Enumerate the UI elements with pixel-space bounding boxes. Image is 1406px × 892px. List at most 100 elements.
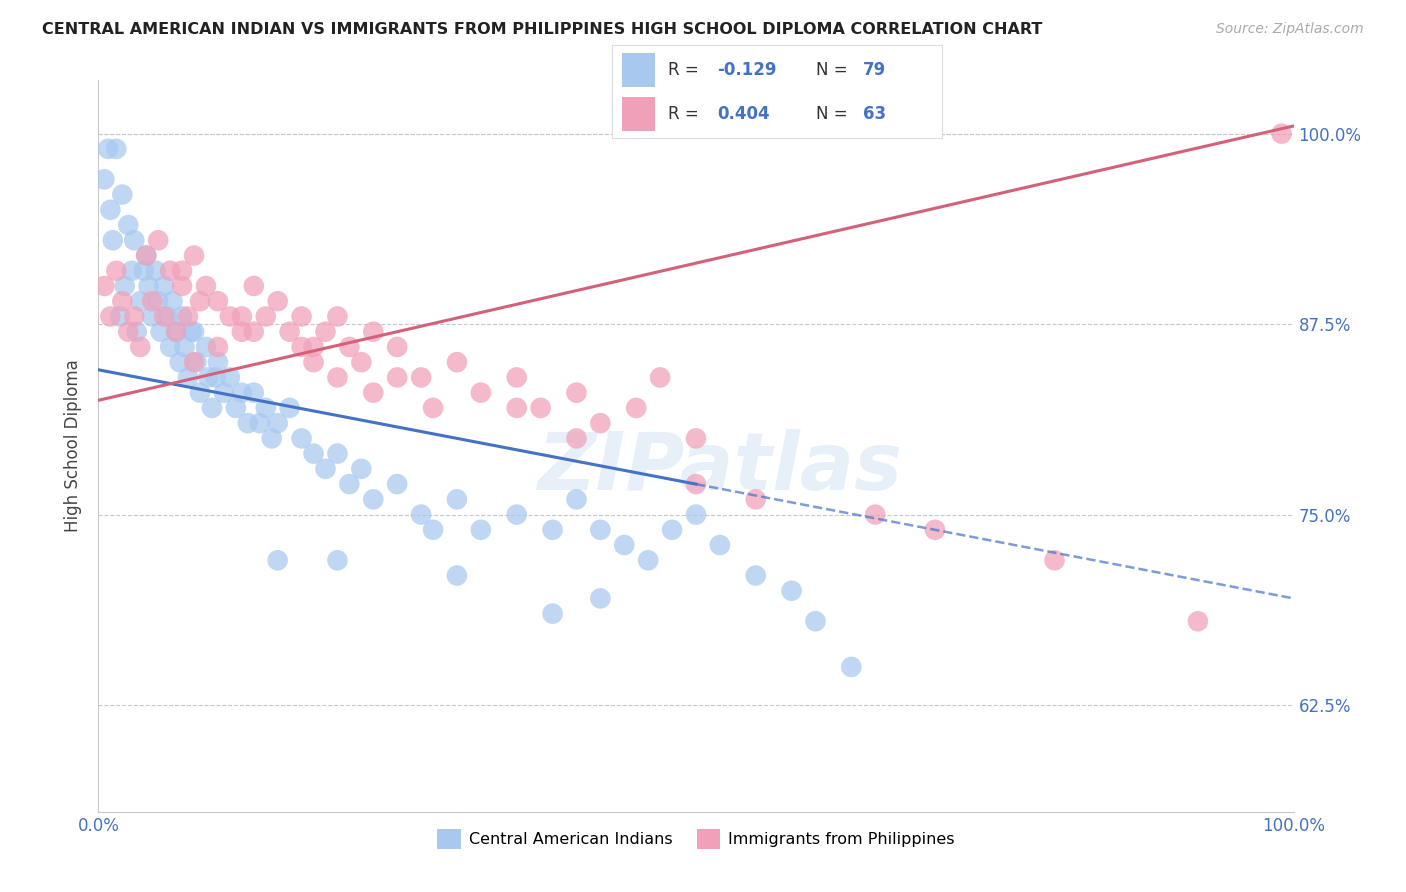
Point (197, 370, 219, 384)
Point (302, 355, 325, 369)
Point (648, 370, 672, 384)
Point (172, 279, 194, 293)
Text: Source: ZipAtlas.com: Source: ZipAtlas.com (1216, 22, 1364, 37)
Point (135, 248, 157, 262)
Point (101, 233, 124, 247)
Point (267, 416, 290, 430)
Point (506, 508, 529, 522)
Point (121, 264, 143, 278)
Point (183, 248, 205, 262)
Point (422, 401, 444, 415)
Y-axis label: High School Diploma: High School Diploma (65, 359, 83, 533)
Point (446, 492, 468, 507)
Point (541, 607, 564, 621)
Point (117, 325, 139, 339)
Point (177, 310, 200, 324)
Point (231, 310, 253, 324)
Point (385, 477, 409, 491)
Point (173, 340, 195, 354)
Point (117, 218, 139, 232)
Point (326, 370, 349, 384)
Point (162, 294, 184, 309)
Point (225, 401, 247, 415)
Point (1187, 614, 1209, 628)
Point (97, 142, 120, 156)
Point (93, 279, 115, 293)
Point (865, 508, 887, 522)
Point (180, 325, 202, 339)
Point (530, 401, 553, 415)
Point (565, 431, 588, 445)
Point (339, 477, 361, 491)
Point (183, 325, 205, 339)
Point (661, 523, 683, 537)
Point (470, 523, 492, 537)
Point (541, 523, 564, 537)
Point (278, 325, 301, 339)
Point (709, 538, 731, 552)
Point (219, 310, 242, 324)
Point (446, 568, 468, 582)
Point (111, 294, 134, 309)
Point (291, 310, 314, 324)
Point (124, 310, 146, 324)
Point (589, 416, 612, 430)
Point (302, 340, 325, 354)
Point (149, 325, 172, 339)
Point (470, 385, 492, 400)
Text: N =: N = (817, 105, 848, 123)
Point (385, 340, 409, 354)
Point (745, 492, 768, 507)
Point (565, 385, 588, 400)
Point (267, 294, 290, 309)
Point (363, 385, 385, 400)
Point (446, 355, 468, 369)
Point (339, 340, 361, 354)
Point (589, 523, 612, 537)
Text: 63: 63 (863, 105, 886, 123)
Point (129, 340, 152, 354)
Point (637, 553, 659, 567)
Point (98, 310, 122, 324)
Point (243, 279, 266, 293)
Point (350, 462, 373, 476)
Point (183, 355, 205, 369)
Point (589, 591, 612, 606)
Point (169, 355, 191, 369)
Point (153, 279, 176, 293)
Point (141, 294, 163, 309)
Point (105, 142, 128, 156)
Point (613, 538, 636, 552)
Point (98, 202, 122, 217)
Point (172, 264, 194, 278)
Legend: Central American Indians, Immigrants from Philippines: Central American Indians, Immigrants fro… (430, 822, 962, 855)
Point (204, 370, 226, 384)
Point (124, 233, 146, 247)
Text: 0.404: 0.404 (717, 105, 770, 123)
Point (129, 294, 152, 309)
Point (125, 325, 148, 339)
Point (363, 492, 385, 507)
Point (363, 325, 385, 339)
Point (685, 431, 707, 445)
Point (841, 660, 863, 674)
Text: -0.129: -0.129 (717, 61, 778, 78)
Point (188, 294, 211, 309)
Point (315, 325, 337, 339)
Point (195, 279, 218, 293)
Point (188, 385, 211, 400)
Point (506, 401, 529, 415)
Point (148, 294, 170, 309)
Point (231, 325, 253, 339)
Text: ZIPatlas: ZIPatlas (537, 429, 903, 507)
Point (685, 477, 707, 491)
Point (260, 431, 283, 445)
Point (315, 462, 337, 476)
Point (685, 508, 707, 522)
Point (411, 508, 433, 522)
Point (153, 310, 176, 324)
Point (243, 385, 266, 400)
Point (506, 370, 529, 384)
Point (302, 447, 325, 461)
Text: 79: 79 (863, 61, 886, 78)
